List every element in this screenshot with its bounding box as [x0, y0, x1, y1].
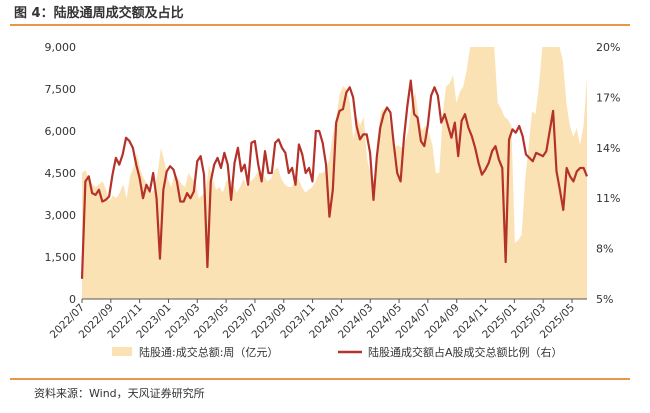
- legend-label-area: 陆股通:成交总额:周（亿元）: [139, 345, 278, 359]
- legend: 陆股通:成交总额:周（亿元） 陆股通成交额占A股成交总额比例（右）: [112, 345, 563, 359]
- y-left-tick-label: 3,000: [45, 209, 77, 222]
- y-left-tick-label: 1,500: [45, 251, 77, 264]
- y-left-tick-label: 9,000: [45, 41, 77, 54]
- figure-source: 资料来源：Wind，天风证券研究所: [34, 387, 205, 400]
- chart: 0 1,500 3,000 4,500 6,000 7,500 9,000 5% 8% 11% 14…: [45, 41, 621, 359]
- line-series-layer: [80, 79, 589, 279]
- y-right-tick-label: 5%: [596, 293, 613, 306]
- legend-swatch-area: [112, 347, 132, 356]
- line-series-path: [80, 79, 589, 279]
- y-right-tick-label: 17%: [596, 91, 620, 104]
- y-right-tick-label: 20%: [596, 41, 620, 54]
- bottom-rule: [10, 378, 630, 380]
- y-left-tick-label: 6,000: [45, 125, 77, 138]
- legend-label-line: 陆股通成交额占A股成交总额比例（右）: [368, 345, 563, 359]
- y-left-tick-label: 7,500: [45, 83, 77, 96]
- top-rule: [10, 24, 630, 26]
- y-right-tick-label: 11%: [596, 192, 620, 205]
- y-left-tick-label: 0: [69, 293, 76, 306]
- y-right-tick-label: 8%: [596, 243, 613, 256]
- y-left-tick-label: 4,500: [45, 167, 77, 180]
- y-right-tick-label: 14%: [596, 142, 620, 155]
- figure-title: 图 4：陆股通周成交额及占比: [14, 6, 184, 21]
